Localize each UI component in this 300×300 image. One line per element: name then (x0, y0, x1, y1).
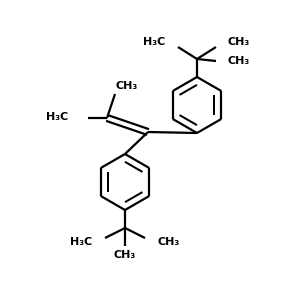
Text: CH₃: CH₃ (116, 81, 138, 91)
Text: CH₃: CH₃ (114, 250, 136, 260)
Text: CH₃: CH₃ (227, 37, 249, 47)
Text: H₃C: H₃C (46, 112, 68, 122)
Text: H₃C: H₃C (70, 237, 92, 247)
Text: CH₃: CH₃ (227, 56, 249, 66)
Text: CH₃: CH₃ (158, 237, 180, 247)
Text: H₃C: H₃C (143, 37, 165, 47)
